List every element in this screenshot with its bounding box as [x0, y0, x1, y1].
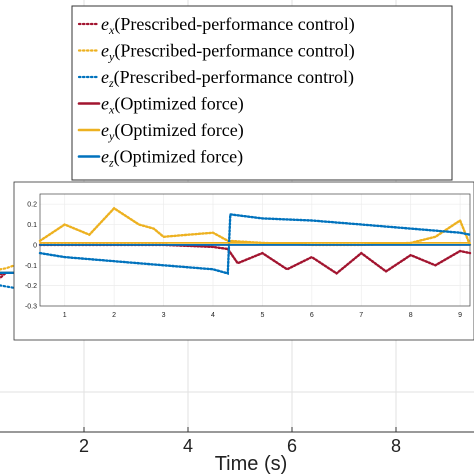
main-x-tick-label: 8	[391, 436, 401, 456]
inset-x-tick-label: 4	[211, 312, 215, 319]
main-x-tick-label: 6	[287, 436, 297, 456]
legend-entry-4: ey(Optimized force)	[101, 120, 244, 143]
main-x-ticks: 2 4 6 8	[79, 427, 401, 456]
legend: ex(Prescribed-performance control) ey(Pre…	[71, 5, 453, 181]
inset-x-tick-label: 9	[458, 312, 462, 319]
legend-entry-0: ex(Prescribed-performance control)	[101, 14, 355, 37]
inset-x-tick-label: 8	[409, 312, 413, 319]
inset-series-line-1	[38, 206, 472, 247]
legend-entry-3: ex(Optimized force)	[101, 94, 244, 117]
inset-y-tick-label: -0.3	[25, 304, 37, 311]
inset-y-tick-label: 0.2	[27, 202, 37, 209]
inset-y-tick-label: -0.2	[25, 283, 37, 290]
inset-axes-frame	[39, 193, 471, 307]
legend-entry-1: ey(Prescribed-performance control)	[101, 41, 355, 64]
inset-y-tick-label: 0	[33, 242, 37, 249]
inset-x-tick-label: 7	[359, 312, 363, 319]
main-x-tick-label: 2	[79, 436, 89, 456]
inset-x-tick-label: 6	[310, 312, 314, 319]
inset-x-tick-label: 3	[162, 312, 166, 319]
legend-box	[71, 5, 453, 181]
inset-series	[38, 206, 472, 275]
inset-ticks: 1 2 3 4 5 6 7 8 9 -0.3 -0.2 -0.1 0 0.1 0.2	[25, 202, 462, 319]
legend-entry-5: ez(Optimized force)	[101, 147, 243, 170]
inset-x-tick-label: 1	[63, 312, 67, 319]
inset-y-tick-label: -0.1	[25, 263, 37, 270]
inset-y-tick-label: 0.1	[27, 222, 37, 229]
main-x-tick-label: 4	[183, 436, 193, 456]
inset-series-line-2	[38, 213, 472, 275]
inset-x-tick-label: 5	[260, 312, 264, 319]
inset-x-tick-label: 2	[112, 312, 116, 319]
x-axis-label: Time (s)	[215, 453, 288, 474]
inset-plot: 1 2 3 4 5 6 7 8 9 -0.3 -0.2 -0.1 0 0.1 0.2	[13, 181, 474, 341]
legend-entry-2: ez(Prescribed-performance control)	[101, 67, 354, 90]
